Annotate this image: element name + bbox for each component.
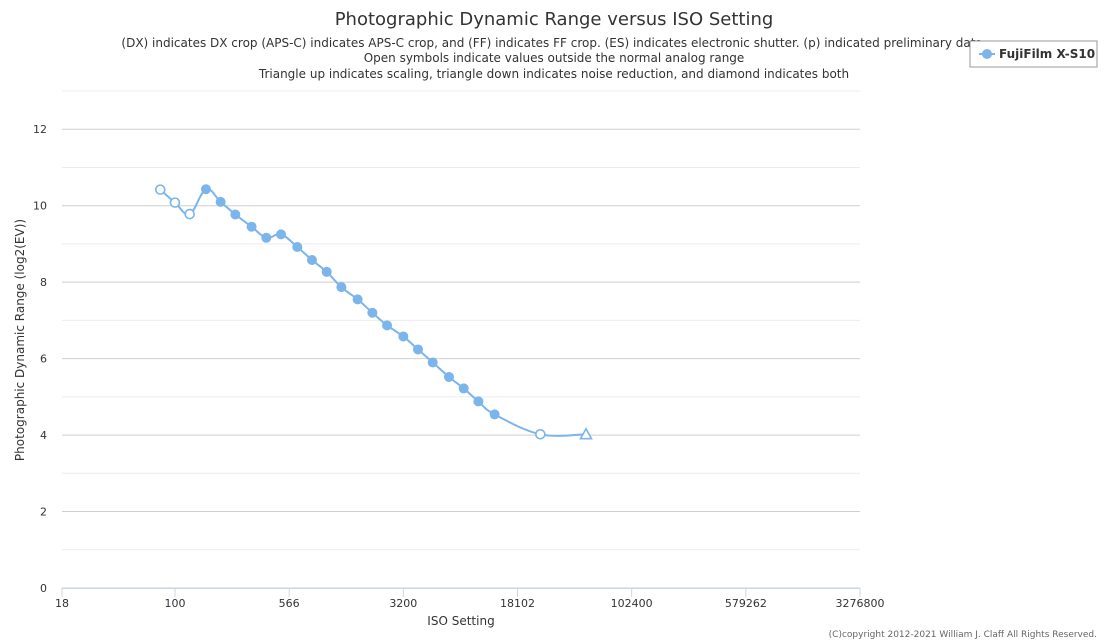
x-axis-ticks: 18 100 566 3200 18102 102400 579262 3276800 bbox=[55, 588, 885, 610]
grid-lines bbox=[62, 90, 860, 589]
chart-title: Photographic Dynamic Range versus ISO Se… bbox=[335, 9, 774, 30]
data-point[interactable] bbox=[276, 229, 287, 240]
y-axis-title: Photographic Dynamic Range (log2(EV)) bbox=[13, 219, 27, 461]
data-point[interactable] bbox=[306, 254, 317, 265]
data-point[interactable] bbox=[382, 320, 393, 331]
series-fujifilm-x-s10[interactable] bbox=[154, 184, 593, 440]
x-tick-label: 100 bbox=[164, 597, 185, 610]
data-point[interactable] bbox=[292, 241, 303, 252]
chart-subtitle-line-1: (DX) indicates DX crop (APS-C) indicates… bbox=[121, 36, 986, 50]
legend-marker-icon bbox=[982, 49, 992, 59]
x-tick-label: 18102 bbox=[500, 597, 535, 610]
x-tick-label: 3200 bbox=[389, 597, 417, 610]
y-tick-label: 2 bbox=[40, 506, 47, 519]
data-point[interactable] bbox=[413, 344, 424, 355]
legend-item-label[interactable]: FujiFilm X-S10 bbox=[999, 47, 1095, 61]
data-point-triangle-up[interactable] bbox=[579, 427, 593, 440]
data-point[interactable] bbox=[261, 232, 272, 243]
data-point[interactable] bbox=[489, 409, 500, 420]
y-axis-ticks: 0 2 4 6 8 10 12 bbox=[33, 123, 47, 595]
data-point[interactable] bbox=[427, 357, 438, 368]
data-point[interactable] bbox=[230, 209, 241, 220]
chart-subtitle-line-2: Open symbols indicate values outside the… bbox=[364, 51, 745, 65]
data-point[interactable] bbox=[473, 396, 484, 407]
data-point[interactable] bbox=[398, 331, 409, 342]
y-tick-label: 12 bbox=[33, 123, 47, 136]
data-point[interactable] bbox=[458, 383, 469, 394]
x-axis-title: ISO Setting bbox=[427, 614, 494, 628]
x-tick-label: 102400 bbox=[611, 597, 653, 610]
data-point[interactable] bbox=[321, 266, 332, 277]
data-point[interactable] bbox=[246, 221, 257, 232]
data-point[interactable] bbox=[443, 371, 454, 382]
data-point-open[interactable] bbox=[154, 184, 166, 195]
data-point[interactable] bbox=[200, 184, 211, 195]
data-point-open[interactable] bbox=[184, 208, 195, 220]
data-point-open[interactable] bbox=[535, 429, 546, 440]
x-tick-label: 579262 bbox=[725, 597, 767, 610]
x-tick-label: 566 bbox=[279, 597, 300, 610]
data-point[interactable] bbox=[352, 294, 363, 305]
data-point-open[interactable] bbox=[169, 197, 181, 208]
data-point[interactable] bbox=[336, 282, 347, 293]
y-tick-label: 8 bbox=[40, 276, 47, 289]
legend[interactable]: FujiFilm X-S10 bbox=[969, 40, 1098, 68]
data-point[interactable] bbox=[367, 307, 378, 318]
y-tick-label: 6 bbox=[40, 353, 47, 366]
x-tick-label: 3276800 bbox=[836, 597, 885, 610]
y-tick-label: 10 bbox=[33, 200, 47, 213]
data-point[interactable] bbox=[215, 196, 226, 207]
y-tick-label: 4 bbox=[40, 429, 47, 442]
chart-subtitle-line-3: Triangle up indicates scaling, triangle … bbox=[258, 67, 849, 81]
chart-credits: (C)copyright 2012-2021 William J. Claff … bbox=[829, 630, 1097, 640]
x-tick-label: 18 bbox=[55, 597, 69, 610]
y-tick-label: 0 bbox=[40, 582, 47, 595]
